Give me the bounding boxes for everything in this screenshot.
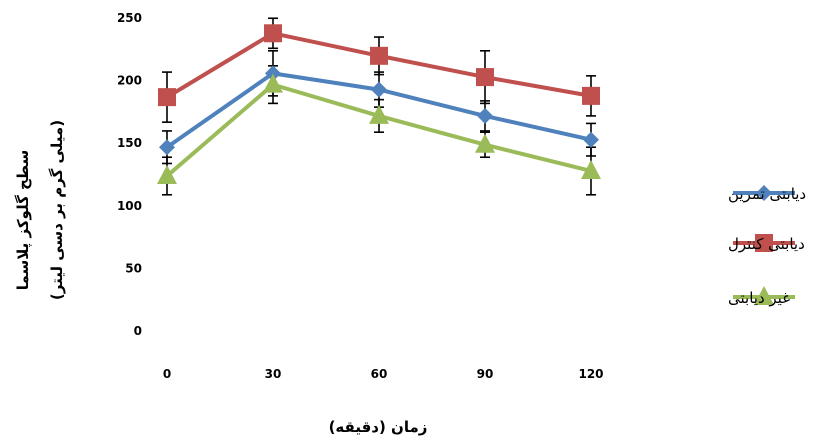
data-point-2 [369, 104, 389, 124]
data-point-0 [477, 107, 493, 124]
legend-label: غیر دیابتی [728, 289, 790, 307]
data-point-2 [581, 159, 601, 179]
x-axis-ticks: 0 30 60 90 120 [163, 367, 604, 381]
y-tick-label: 50 [125, 261, 142, 275]
legend-label: دیابتی کنترل [728, 235, 805, 253]
legend-label: دیابتی تمرین [728, 185, 806, 203]
data-point-1 [582, 86, 600, 105]
legend-marker [756, 185, 772, 201]
data-point-0 [371, 81, 387, 98]
data-point-0 [265, 65, 281, 82]
legend-item-1: دیابتی کنترل [728, 234, 805, 253]
y-tick-label: 200 [117, 74, 142, 88]
x-tick-label: 60 [371, 367, 388, 381]
legend-item-0: دیابتی تمرین [728, 185, 806, 203]
data-point-2 [263, 73, 283, 93]
y-axis-title: سطح گلوکز پلاسما (میلی گرم بر دسی لیتر) [14, 120, 66, 300]
y-axis-title-line2: (میلی گرم بر دسی لیتر) [48, 120, 66, 300]
data-point-1 [370, 46, 388, 65]
data-point-0 [583, 131, 599, 148]
legend-marker [754, 286, 774, 305]
x-tick-label: 120 [578, 367, 603, 381]
y-tick-label: 0 [134, 324, 142, 338]
legend-marker [755, 234, 773, 252]
y-tick-label: 100 [117, 199, 142, 213]
series-markers [157, 24, 601, 185]
x-axis-title: زمان (دقیقه) [329, 418, 428, 436]
y-axis-title-line1: سطح گلوکز پلاسما [14, 150, 33, 290]
data-point-2 [475, 133, 495, 153]
x-tick-label: 90 [477, 367, 494, 381]
data-point-1 [264, 24, 282, 43]
data-point-0 [159, 139, 175, 156]
x-tick-label: 30 [265, 367, 282, 381]
x-tick-label: 0 [163, 367, 171, 381]
data-point-1 [158, 88, 176, 107]
y-tick-label: 150 [117, 136, 142, 150]
y-tick-label: 250 [117, 11, 142, 25]
legend-item-2: غیر دیابتی [728, 286, 795, 307]
legend: دیابتی تمرین دیابتی کنترل غیر دیابتی [728, 185, 806, 307]
y-axis-ticks: 0 50 100 150 200 250 [117, 11, 142, 338]
data-point-2 [157, 165, 177, 185]
data-point-1 [476, 68, 494, 87]
